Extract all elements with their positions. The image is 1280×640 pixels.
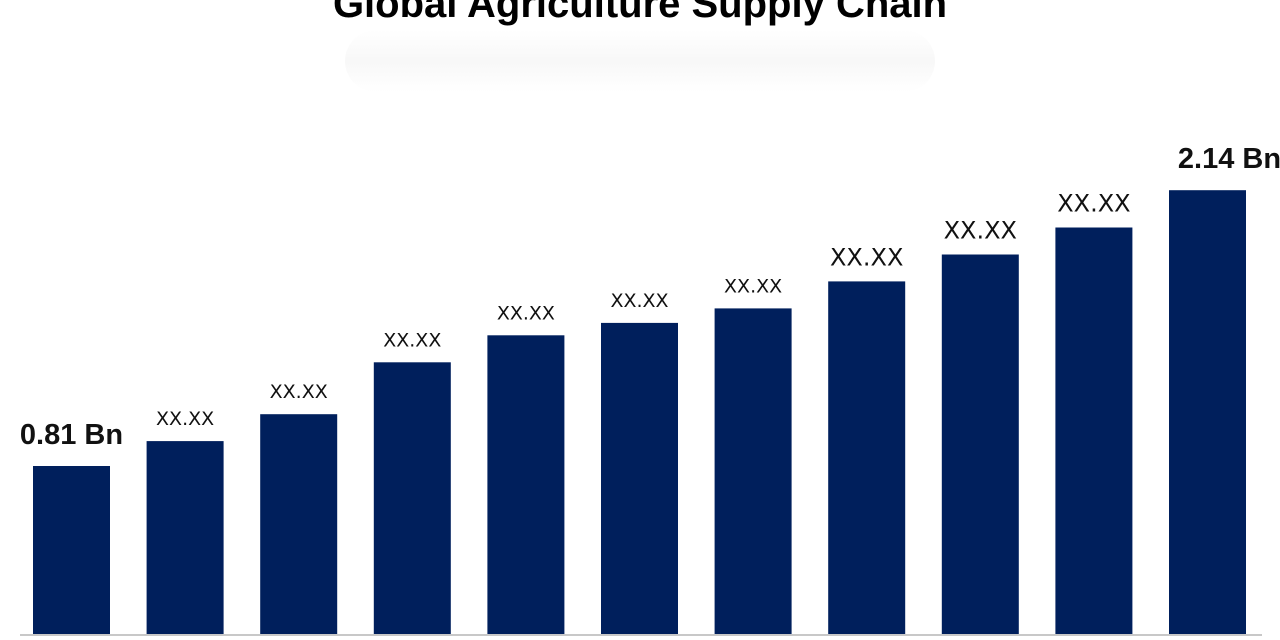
bar-1 bbox=[146, 441, 224, 634]
bar-0 bbox=[33, 466, 110, 634]
chart-title: Global Agriculture Supply Chain bbox=[332, 0, 948, 26]
data-label-8: XX.XX bbox=[944, 217, 1017, 245]
data-label-10: 2.14 Bn bbox=[1178, 143, 1280, 175]
data-label-0: 0.81 Bn bbox=[20, 419, 123, 451]
bar-8 bbox=[941, 254, 1019, 634]
data-label-3: XX.XX bbox=[383, 329, 441, 351]
data-label-1: XX.XX bbox=[156, 408, 214, 430]
data-label-7: XX.XX bbox=[830, 243, 903, 271]
bar-10 bbox=[1169, 190, 1246, 634]
data-label-9: XX.XX bbox=[1057, 190, 1130, 218]
data-label-5: XX.XX bbox=[610, 290, 668, 312]
bar-9 bbox=[1055, 227, 1133, 634]
subtitle-backdrop bbox=[345, 30, 935, 92]
bar-7 bbox=[828, 281, 906, 634]
bar-3 bbox=[373, 362, 451, 634]
bar-5 bbox=[601, 322, 678, 634]
bar-2 bbox=[260, 414, 338, 634]
bar-6 bbox=[714, 308, 792, 634]
data-label-2: XX.XX bbox=[270, 381, 328, 403]
data-label-6: XX.XX bbox=[724, 275, 782, 297]
data-label-4: XX.XX bbox=[497, 302, 555, 324]
bar-4 bbox=[487, 335, 565, 634]
